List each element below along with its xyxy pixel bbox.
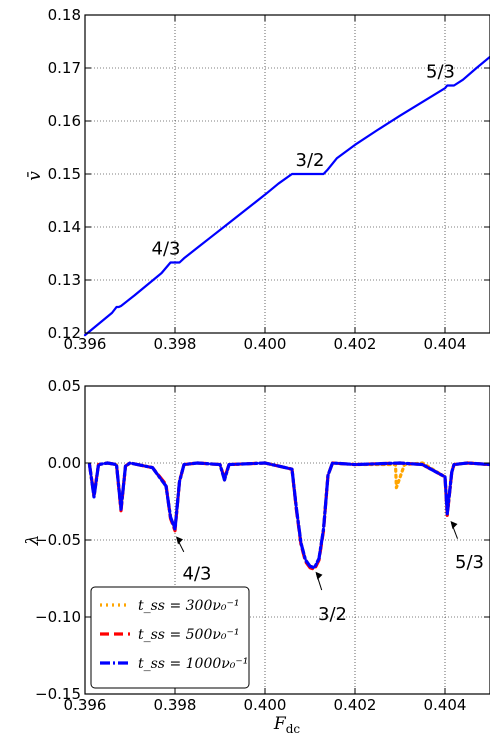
y-tick-label: 0.16 [48, 112, 81, 130]
top-ticks: 0.396 0.398 0.400 0.402 0.404 0.12 0.13 0.14 0.1… [48, 6, 490, 353]
x-tick-label: 0.404 [424, 335, 467, 353]
y-tick-label: 0.12 [48, 324, 81, 342]
x-tick-label: 0.402 [334, 335, 377, 353]
bottom-ticks: 0.396 0.398 0.400 0.402 0.404 −0.15 −0.10 −0.05… [35, 377, 490, 714]
annotation-arrowhead [450, 520, 458, 529]
x-tick-label: 0.402 [334, 696, 377, 714]
y-tick-label: −0.05 [35, 531, 81, 549]
bottom-series [87, 461, 490, 571]
y-tick-label: 0.18 [48, 6, 81, 24]
annotation-label: 3/2 [318, 604, 347, 625]
series-line-1 [83, 55, 490, 337]
top-series [83, 55, 490, 337]
y-tick-label: 0.05 [48, 377, 81, 395]
x-tick-label: 0.400 [244, 696, 287, 714]
top-annotations: 4/3 3/2 5/3 [152, 62, 455, 260]
bottom-x-axis-label: Fdc [273, 714, 300, 734]
x-tick-label: 0.396 [64, 335, 107, 353]
annotation-arrowhead [176, 536, 183, 545]
legend-box [90, 586, 250, 689]
series-line-3 [87, 461, 490, 570]
y-tick-label: −0.10 [35, 608, 81, 626]
bottom-y-axis-label: λ [23, 535, 43, 547]
annotation-label: 4/3 [152, 239, 181, 260]
legend-label: t_ss = 300ν₀⁻¹ [138, 598, 239, 614]
x-tick-label: 0.398 [154, 696, 197, 714]
legend-entries: t_ss = 300ν₀⁻¹ t_ss = 500ν₀⁻¹ t_ss = 1000ν… [100, 598, 248, 672]
legend-label: t_ss = 500ν₀⁻¹ [138, 627, 239, 643]
annotation-label: 3/2 [296, 150, 325, 171]
legend-label: t_ss = 1000ν₀⁻¹ [138, 656, 248, 672]
top-y-axis-label: v̄ [25, 171, 45, 181]
annotation-arrowhead [315, 571, 323, 580]
x-tick-label: 0.396 [64, 696, 107, 714]
y-tick-label: 0.17 [48, 59, 81, 77]
x-tick-label: 0.398 [154, 335, 197, 353]
y-tick-label: −0.15 [35, 685, 81, 703]
y-tick-label: 0.13 [48, 271, 81, 289]
annotation-label: 5/3 [426, 62, 455, 83]
top-panel: 4/33/25/3 0.396 0.398 0.400 0.402 0.4040.120… [25, 6, 490, 353]
annotation-label: 5/3 [455, 552, 484, 573]
legend: t_ss = 300ν₀⁻¹ t_ss = 500ν₀⁻¹ t_ss = 1000ν… [90, 586, 250, 689]
bottom-panel: 4/3 3/2 5/3 0.396 0.398 0.400 0.402 0.404 −0.15… [23, 377, 490, 734]
y-tick-label: 0.14 [48, 218, 81, 236]
y-tick-label: 0.15 [48, 165, 81, 183]
annotation-label: 4/3 [183, 563, 212, 584]
x-axis-label-subscript: dc [286, 722, 301, 734]
y-tick-label: 0.00 [48, 454, 81, 472]
bottom-annotations: 4/3 3/2 5/3 [176, 520, 484, 625]
x-tick-label: 0.400 [244, 335, 287, 353]
x-tick-label: 0.404 [424, 696, 467, 714]
